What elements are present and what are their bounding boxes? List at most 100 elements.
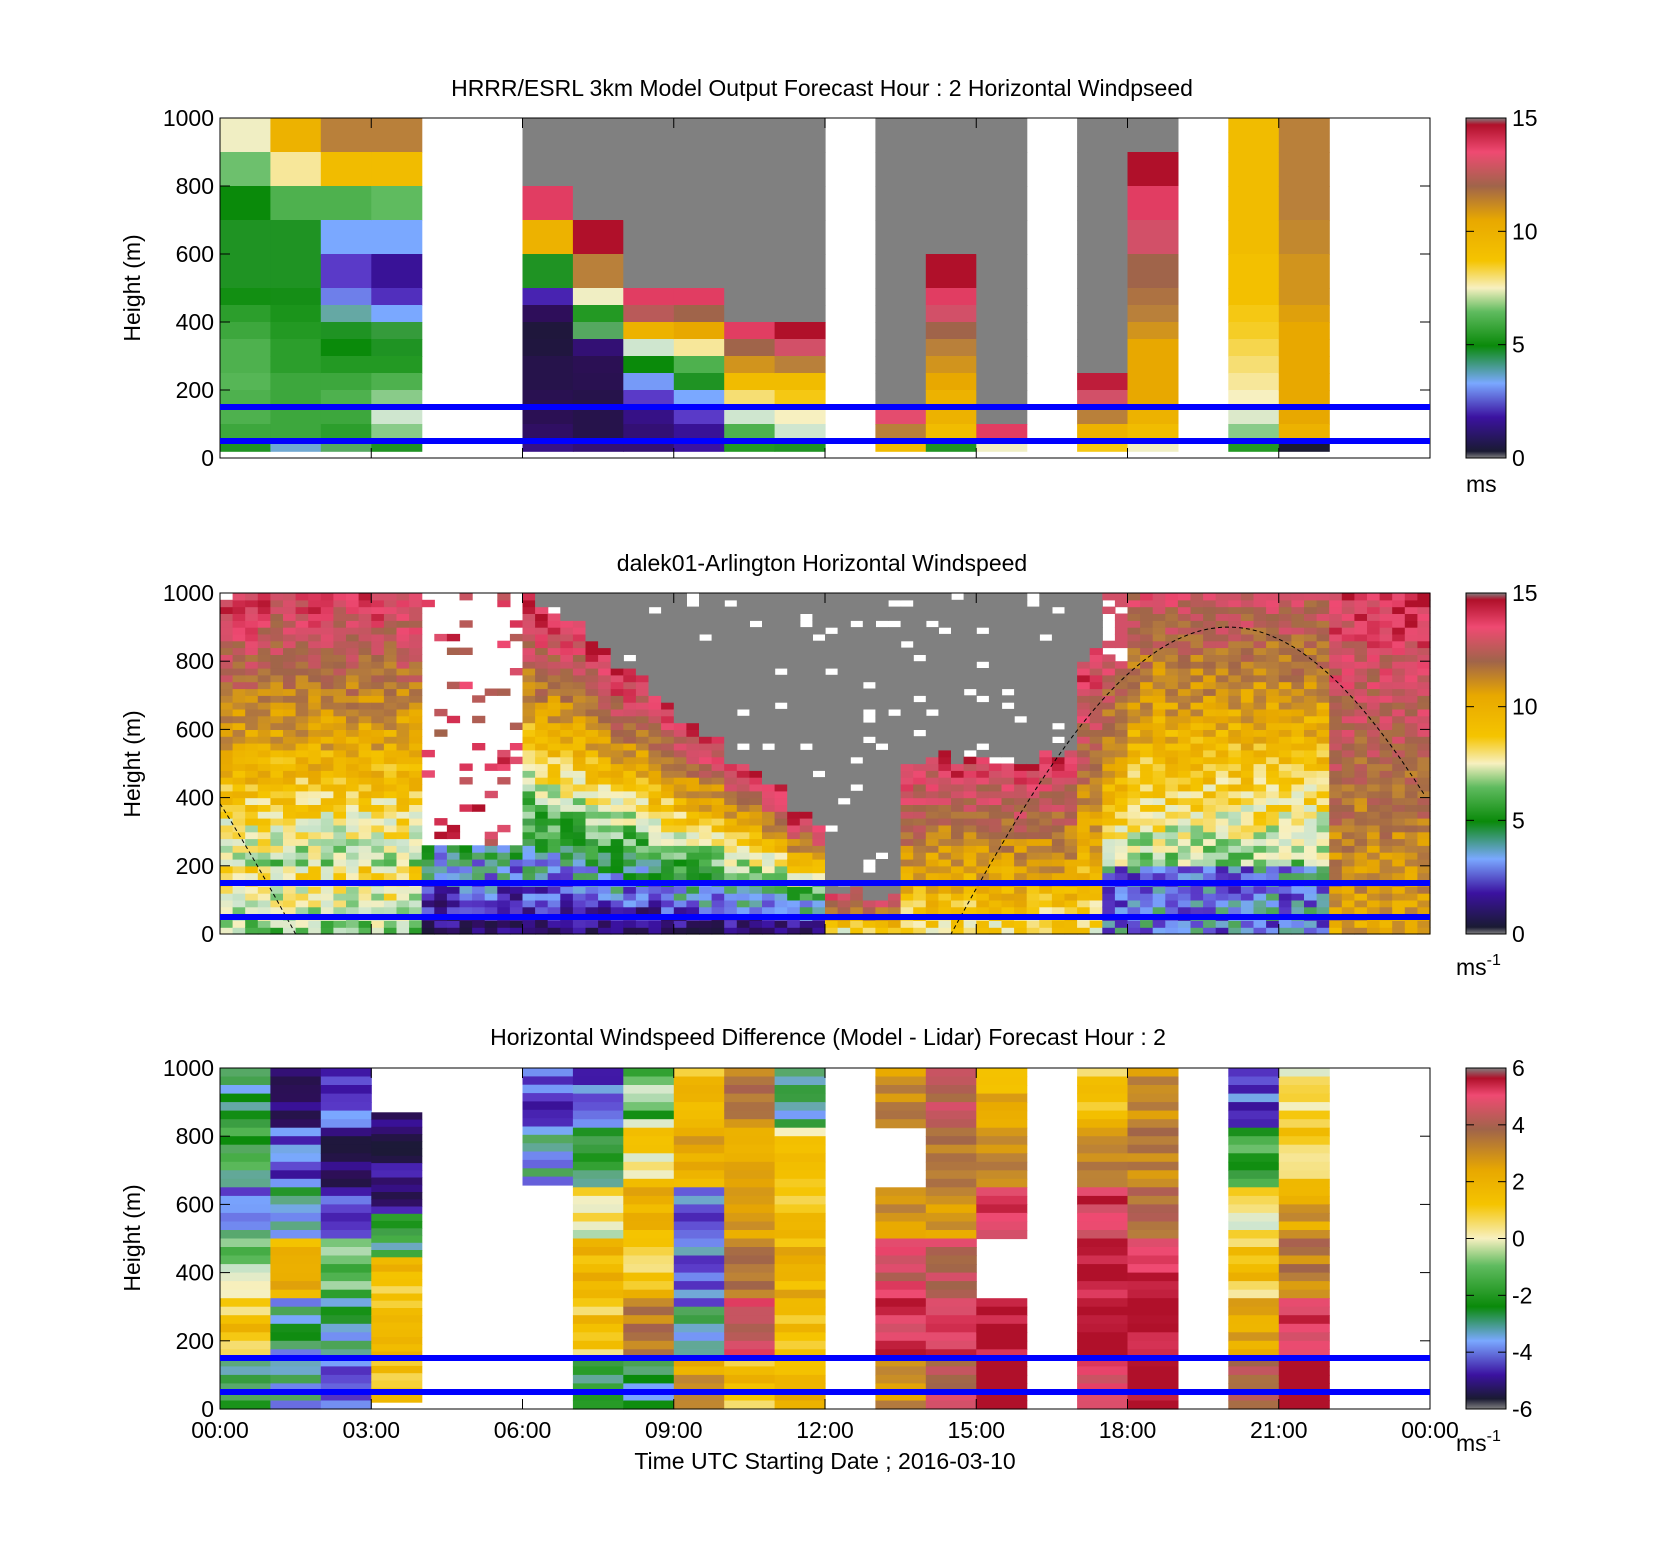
model-cell [623,254,675,289]
lidar-cell [295,749,309,758]
lidar-cell [1089,899,1103,908]
lidar-cell [976,770,990,778]
lidar-cell [1278,859,1292,867]
lidar-cell [1051,859,1066,867]
lidar-cell [686,770,700,778]
lidar-cell [673,899,687,908]
lidar-cell [900,743,914,751]
lidar-cell [1215,661,1229,669]
lidar-cell [1177,927,1192,935]
lidar-cell [283,872,297,880]
lidar-cell [699,736,713,744]
lidar-cell [686,674,700,683]
lidar-cell [736,927,750,935]
lidar-cell [988,777,1003,785]
lidar-cell [1114,640,1129,649]
lidar-cell [598,899,612,908]
lidar-cell [610,695,624,703]
lidar-cell [1014,743,1028,751]
lidar-cell [1089,818,1103,826]
diff-cell [371,1177,423,1186]
lidar-cell [1140,797,1154,805]
lidar-cell [673,640,687,649]
lidar-cell [925,804,939,812]
lidar-cell [446,893,461,901]
model-cell [774,390,826,408]
diff-cell [320,1264,372,1274]
lidar-cell [547,790,561,799]
lidar-cell [976,818,990,826]
lidar-cell [333,606,347,614]
lidar-cell [749,722,763,730]
lidar-cell [1114,681,1129,690]
lidar-cell [560,599,574,608]
lidar-cell [220,838,234,846]
lidar-cell [1367,865,1381,874]
lidar-cell [1215,756,1229,765]
lidar-cell [925,647,939,655]
lidar-cell [900,770,914,778]
lidar-cell [1266,865,1280,874]
lidar-cell [346,927,360,935]
lidar-cell [1341,784,1355,792]
lidar-cell [434,920,448,928]
lidar-cell [925,763,939,771]
lidar-cell [1039,790,1053,799]
lidar-cell [409,831,423,840]
lidar-cell [913,640,927,649]
model-cell [724,186,776,221]
lidar-cell [799,797,813,805]
model-cell [270,356,322,374]
lidar-cell [623,852,637,860]
model-cell [1228,254,1280,289]
diff-cell [320,1349,372,1359]
lidar-cell [938,654,952,662]
lidar-cell [951,824,965,833]
lidar-cell [585,920,599,928]
model-cell [1127,118,1179,153]
model-cell [1278,220,1330,255]
lidar-cell [1064,777,1078,785]
lidar-cell [257,886,271,894]
lidar-cell [1379,627,1393,635]
lidar-cell [320,695,334,703]
lidar-cell [825,722,839,730]
lidar-cell [1026,702,1040,710]
lidar-cell [762,715,776,724]
lidar-cell [295,620,309,628]
lidar-cell [938,872,952,880]
lidar-cell [1051,688,1066,696]
lidar-cell [232,893,246,901]
lidar-cell [1152,763,1166,771]
lidar-cell [1064,899,1078,908]
lidar-cell [522,818,536,826]
lidar-cell [673,654,687,662]
lidar-cell [1203,872,1217,880]
model-cell [875,441,927,452]
lidar-cell [1177,831,1192,840]
lidar-cell [812,790,826,799]
heatmap-cells [220,593,1431,935]
lidar-cell [1341,640,1355,649]
lidar-cell [1051,811,1066,819]
lidar-cell [220,865,234,874]
diff-cell [220,1289,271,1299]
lidar-cell [1203,743,1217,751]
lidar-cell [1089,736,1103,744]
lidar-cell [421,865,435,874]
lidar-cell [661,818,675,826]
lidar-cell [1228,674,1242,683]
lidar-cell [535,886,549,894]
lidar-cell [257,920,271,928]
lidar-cell [1165,722,1179,730]
lidar-cell [1392,899,1406,908]
lidar-cell [888,784,902,792]
lidar-cell [459,620,473,628]
lidar-cell [1140,838,1154,846]
lidar-cell [988,763,1003,771]
lidar-cell [888,852,902,860]
lidar-cell [963,777,977,785]
lidar-cell [1039,824,1053,833]
lidar-cell [724,756,738,765]
lidar-cell [1392,708,1406,717]
